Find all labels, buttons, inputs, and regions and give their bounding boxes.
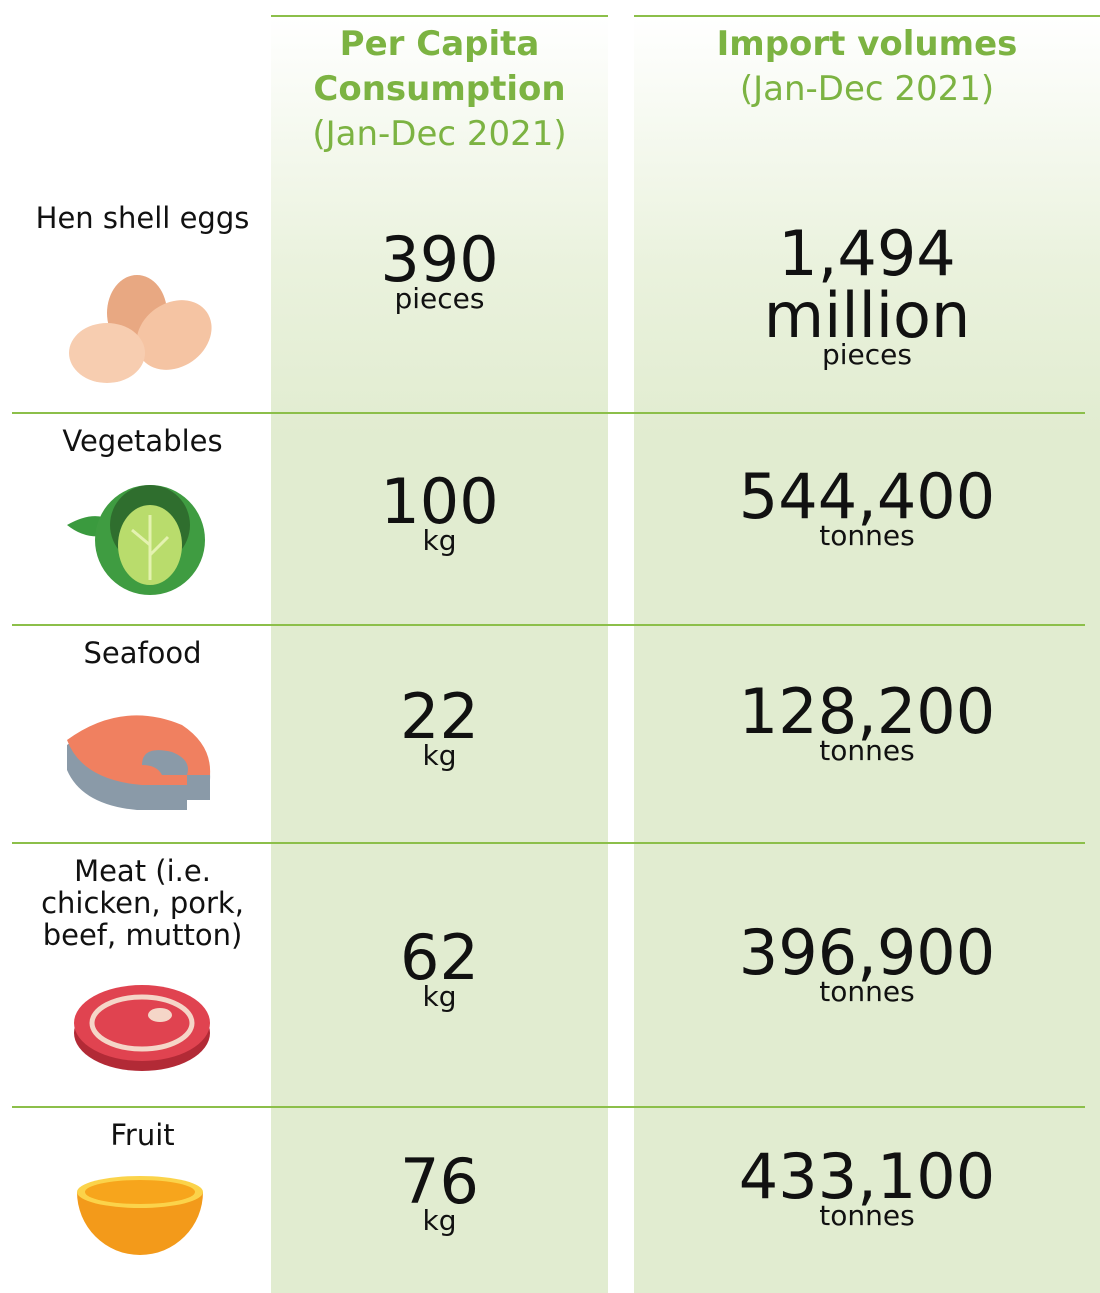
value: 433,100 <box>738 1140 996 1213</box>
fruit-icon <box>77 1176 203 1255</box>
table-row: Vegetables 100 kg 544,400 tonnes <box>0 413 1100 625</box>
eggs-icon <box>69 275 212 383</box>
row-separator <box>12 624 1085 626</box>
value: 22 <box>400 680 479 753</box>
per-capita-cell: 22 kg <box>271 625 608 843</box>
header-period: (Jan-Dec 2021) <box>312 114 567 154</box>
header-period: (Jan-Dec 2021) <box>739 69 995 109</box>
unit: kg <box>422 980 457 1013</box>
unit: tonnes <box>819 734 915 767</box>
meat-icon <box>74 985 210 1071</box>
row-label: Vegetables <box>62 424 223 458</box>
header-title: Import volumes <box>716 24 1018 64</box>
value: 76 <box>400 1145 479 1218</box>
imports-cell: 544,400 tonnes <box>634 413 1100 625</box>
row-label: Meat (i.e. chicken, pork, beef, mutton) <box>41 854 244 952</box>
seafood-icon <box>67 715 211 810</box>
per-capita-cell: 76 kg <box>271 1107 608 1291</box>
imports-cell: 128,200 tonnes <box>634 625 1100 843</box>
value: 544,400 <box>738 460 996 533</box>
vegetable-icon <box>67 485 205 595</box>
per-capita-cell: 62 kg <box>271 843 608 1107</box>
row-separator <box>12 412 1085 414</box>
unit: kg <box>422 524 457 557</box>
column-bg <box>271 15 608 1293</box>
unit: kg <box>422 1204 457 1237</box>
row-label: Hen shell eggs <box>35 201 250 235</box>
value: 1,494 <box>778 216 956 290</box>
table-row: Hen shell eggs 390 pieces 1,494 million piece… <box>0 190 1100 413</box>
value: 62 <box>400 921 479 994</box>
value: 100 <box>380 465 499 538</box>
column-bg <box>634 15 1100 1293</box>
imports-cell: 1,494 million pieces <box>634 190 1100 413</box>
row-label: Fruit <box>110 1118 175 1152</box>
unit: pieces <box>822 337 912 371</box>
row-separator <box>12 1106 1085 1108</box>
table-row: Meat (i.e. chicken, pork, beef, mutton) 6… <box>0 843 1100 1107</box>
header-title: Per Capita Consumption <box>313 24 566 109</box>
column-header: Import volumes (Jan-Dec 2021) <box>634 22 1100 112</box>
imports-cell: 433,100 tonnes <box>634 1107 1100 1291</box>
unit: kg <box>422 739 457 772</box>
table-row: Fruit 76 kg 433,100 tonnes <box>0 1107 1100 1291</box>
unit: pieces <box>394 281 485 315</box>
per-capita-cell: 100 kg <box>271 413 608 625</box>
unit: tonnes <box>819 1199 915 1232</box>
value: 390 <box>380 222 499 296</box>
table-row: Seafood 22 kg 128,200 tonnes <box>0 625 1100 843</box>
row-label: Seafood <box>83 636 202 670</box>
per-capita-cell: 390 pieces <box>271 190 608 413</box>
unit: tonnes <box>819 975 915 1008</box>
unit: tonnes <box>819 519 915 552</box>
row-separator <box>12 842 1085 844</box>
imports-cell: 396,900 tonnes <box>634 843 1100 1107</box>
value: 396,900 <box>738 916 996 989</box>
column-header: Per Capita Consumption (Jan-Dec 2021) <box>271 22 608 157</box>
magnitude: million <box>763 278 971 352</box>
value: 128,200 <box>738 675 996 748</box>
